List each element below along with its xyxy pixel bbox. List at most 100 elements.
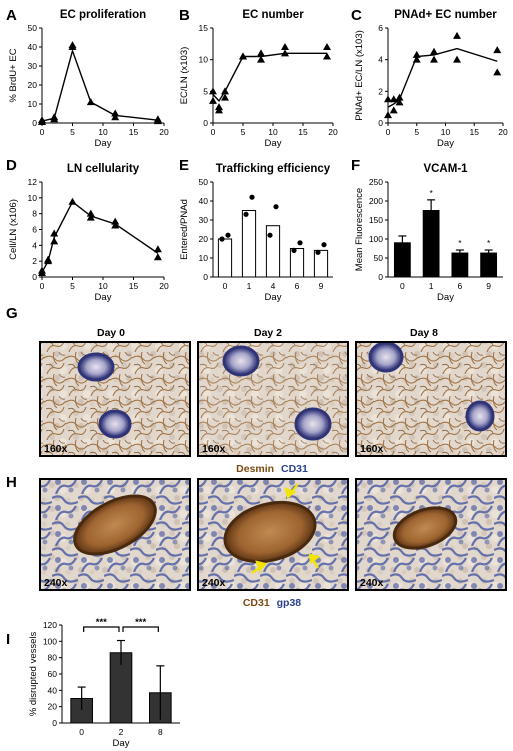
data-point [384,111,392,119]
x-tick-label: 9 [319,281,324,291]
data-point [68,197,77,205]
y-tick-label: 50 [28,23,38,33]
panel-letter-H: H [6,474,17,491]
data-point [111,113,120,121]
x-tick-label: 5 [70,127,75,137]
chart-title: EC number [242,9,304,21]
yellow-arrow-icon [284,483,299,499]
data-point [395,93,404,101]
panel-letter-E: E [179,157,189,174]
data-point [412,55,421,63]
chart-title: Trafficking efficiency [216,163,331,175]
panel-letter-D: D [6,157,17,174]
y-tick-label: 60 [48,669,58,679]
y-tick-label: 0 [378,118,383,128]
data-point [291,247,297,253]
panel-letter-I: I [6,631,10,648]
chart-trafficking-efficiency: Trafficking efficiency01020304050Entered… [179,163,333,303]
data-point [86,209,95,217]
panel-letter-A: A [6,7,17,24]
data-point [453,55,461,63]
micrograph-g-day0-title: Day 0 [97,327,125,339]
data-point [50,113,59,121]
significance-label: *** [96,617,107,628]
micrograph-g-day2-title: Day 2 [254,327,282,339]
stain-label-cd31-h: CD31 [243,597,270,609]
x-tick-label: 0 [386,127,391,137]
data-point [243,211,249,217]
significance-bracket [122,626,159,632]
y-tick-label: 80 [48,653,58,663]
data-point [50,229,59,237]
x-tick-label: 0 [211,127,216,137]
x-tick-label: 1 [429,281,434,291]
data-point [153,115,162,123]
y-tick-label: 8 [32,209,37,219]
y-tick-label: 4 [32,240,37,250]
data-point [257,49,265,57]
magnification-g-day0: 160x [44,443,68,455]
data-point [68,41,77,49]
y-tick-label: 150 [369,215,383,225]
data-point [38,266,46,274]
data-point [323,52,331,60]
x-axis-label: Day [437,138,454,149]
y-tick-label: 120 [43,620,57,630]
y-tick-label: 12 [28,177,38,187]
bar [480,252,498,278]
y-axis-label: Cell/LN (x106) [8,199,19,260]
micrograph-row-h: 240x 240x [39,478,507,609]
x-axis-label: Day [95,292,112,303]
magnification-h-day0: 240x [44,577,68,589]
y-tick-label: 50 [199,177,209,187]
x-tick-label: 1 [247,281,252,291]
data-point [430,55,438,63]
data-point [315,249,321,255]
panel-letter-B: B [179,7,190,24]
y-tick-label: 20 [199,234,209,244]
data-point [44,255,53,263]
y-tick-label: 20 [48,702,58,712]
bar [313,249,329,278]
significance-mark: * [429,188,433,198]
y-tick-label: 20 [28,80,38,90]
y-axis-label: EC/LN (x103) [179,47,190,105]
stain-label-gp38: gp38 [277,597,302,609]
data-point [50,237,59,245]
data-point [493,68,502,76]
y-tick-label: 15 [199,23,209,33]
y-tick-label: 2 [32,256,37,266]
micrograph-g-day2: 160x [197,341,349,457]
data-point [273,204,279,210]
y-tick-label: 30 [28,61,38,71]
panel-letter-C: C [351,7,362,24]
x-axis-label: Day [437,292,454,303]
data-point [111,221,120,229]
y-tick-label: 100 [369,234,383,244]
x-tick-label: 8 [158,727,163,737]
panel-letter-F: F [351,157,360,174]
magnification-g-day2: 160x [202,443,226,455]
chart-ln-cellularity: LN cellularity 0 2 4 6 8 10 12 Cell/LN (x106) 0 5 1… [8,163,169,303]
x-tick-label: 0 [223,281,228,291]
x-tick-label: 10 [98,127,108,137]
data-point [209,87,217,95]
micrograph-row-g: Day 0 Day 2 Day 8 160x 160x 160x [39,327,507,475]
x-tick-label: 6 [458,281,463,291]
y-tick-label: 0 [203,118,208,128]
stain-label-desmin: Desmin [236,463,274,475]
chart-title: LN cellularity [67,163,140,175]
data-point [221,93,229,101]
series-line [387,47,498,108]
significance-bracket [83,626,120,632]
x-axis-label: Day [265,138,282,149]
chart-ec-number: EC number 0 5 10 15 EC/LN (x103) 0 5 10 15 20 Day [179,9,338,149]
x-tick-label: 20 [328,127,338,137]
y-tick-label: 0 [32,272,37,282]
data-point [86,98,95,106]
data-point [395,98,404,106]
x-tick-label: 0 [400,281,405,291]
y-tick-label: 4 [378,55,383,65]
data-point [281,49,289,57]
x-tick-label: 0 [40,127,45,137]
